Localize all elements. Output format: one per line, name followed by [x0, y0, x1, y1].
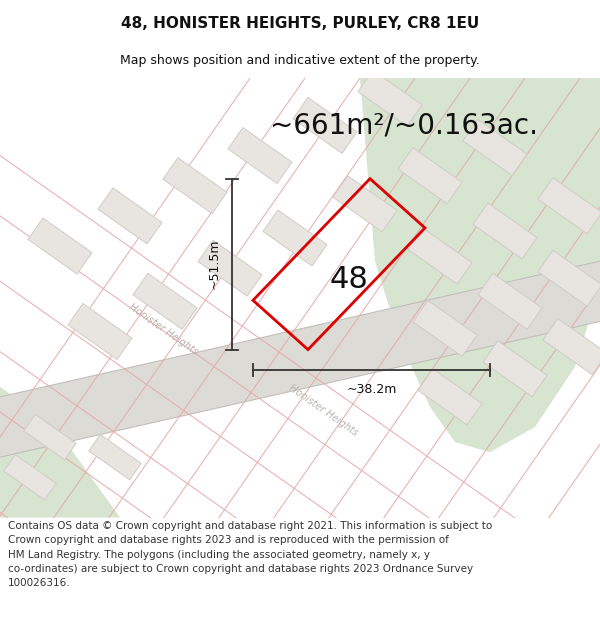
Polygon shape: [163, 158, 227, 214]
Polygon shape: [543, 319, 600, 374]
Polygon shape: [0, 261, 600, 457]
Polygon shape: [418, 369, 482, 425]
Text: Contains OS data © Crown copyright and database right 2021. This information is : Contains OS data © Crown copyright and d…: [8, 521, 492, 588]
Polygon shape: [408, 228, 472, 284]
Polygon shape: [133, 273, 197, 329]
Text: ~51.5m: ~51.5m: [208, 239, 221, 289]
Polygon shape: [24, 414, 76, 460]
Polygon shape: [68, 304, 132, 359]
Polygon shape: [293, 98, 357, 153]
Polygon shape: [358, 70, 422, 126]
Text: ~661m²/~0.163ac.: ~661m²/~0.163ac.: [270, 111, 538, 139]
Polygon shape: [98, 188, 162, 244]
Polygon shape: [198, 240, 262, 296]
Polygon shape: [483, 341, 547, 397]
Polygon shape: [398, 148, 462, 204]
Polygon shape: [473, 203, 537, 259]
Polygon shape: [360, 78, 600, 452]
Polygon shape: [263, 210, 327, 266]
Polygon shape: [28, 218, 92, 274]
Polygon shape: [413, 301, 477, 356]
Polygon shape: [0, 387, 120, 518]
Text: Honister Heights: Honister Heights: [127, 302, 200, 358]
Text: Map shows position and indicative extent of the property.: Map shows position and indicative extent…: [120, 54, 480, 68]
Polygon shape: [4, 454, 56, 500]
Polygon shape: [538, 250, 600, 306]
Polygon shape: [333, 176, 397, 232]
Text: 48: 48: [329, 265, 368, 294]
Polygon shape: [463, 119, 527, 176]
Text: Honister Heights: Honister Heights: [287, 382, 360, 438]
Polygon shape: [538, 177, 600, 234]
Polygon shape: [478, 273, 542, 329]
Polygon shape: [89, 434, 141, 480]
Text: ~38.2m: ~38.2m: [346, 383, 397, 396]
Polygon shape: [228, 127, 292, 184]
Text: 48, HONISTER HEIGHTS, PURLEY, CR8 1EU: 48, HONISTER HEIGHTS, PURLEY, CR8 1EU: [121, 16, 479, 31]
